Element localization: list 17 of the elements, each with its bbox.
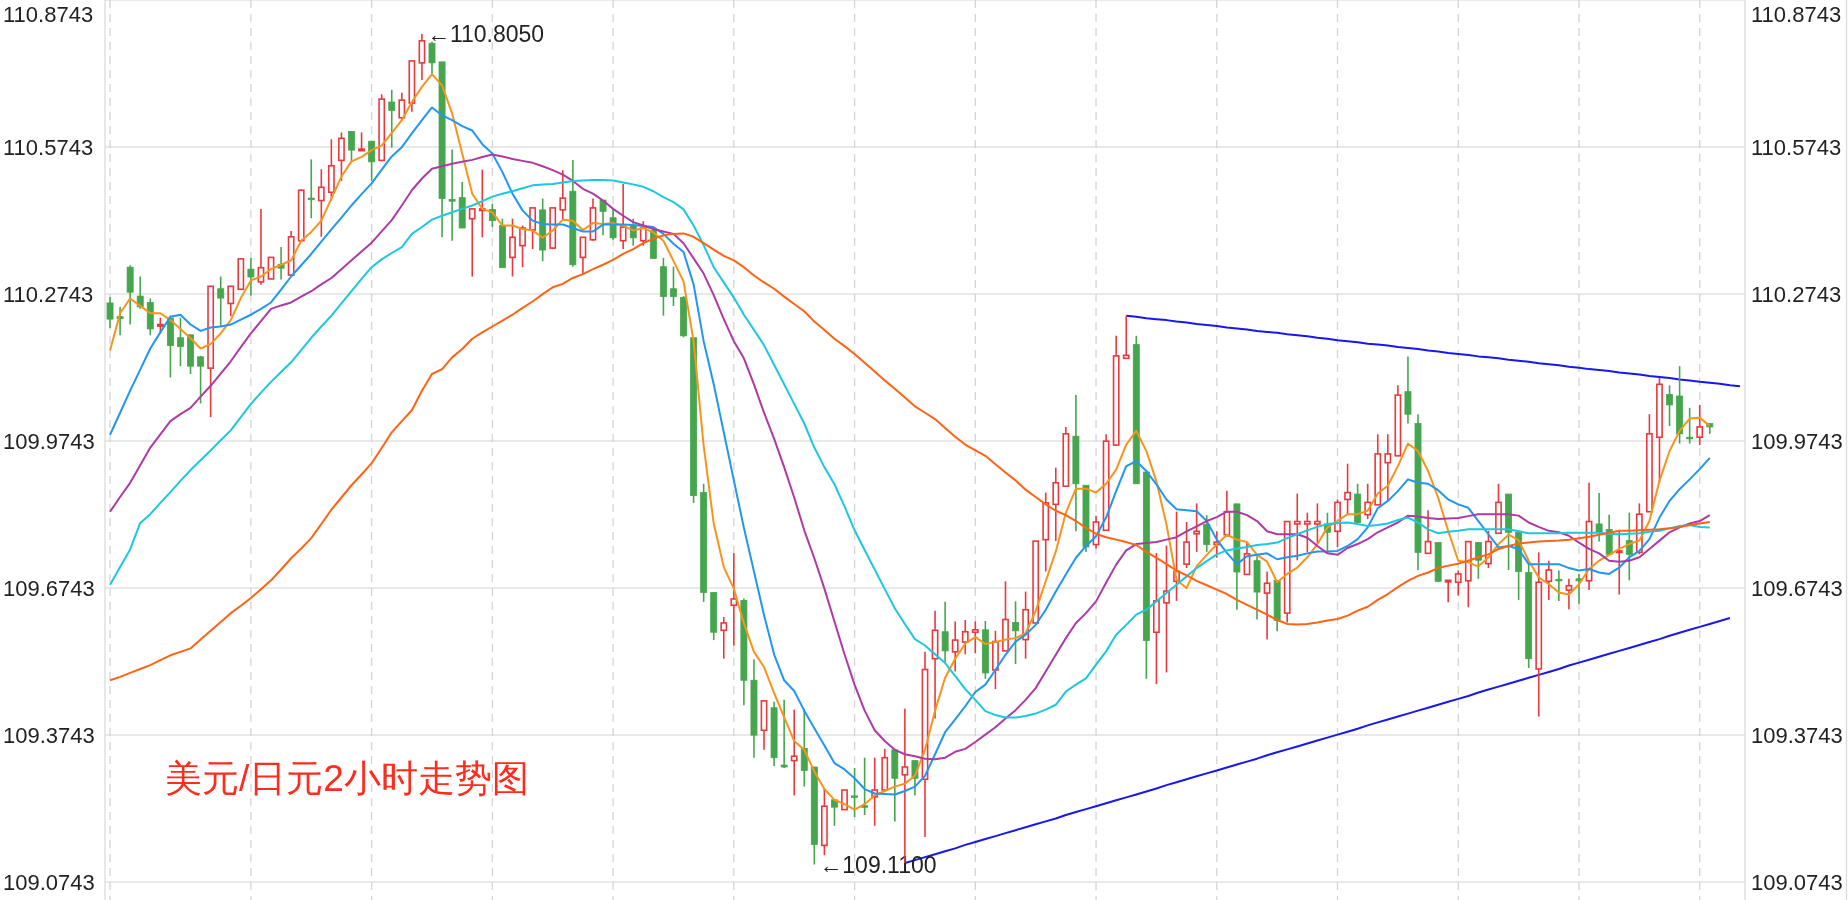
y2-tick-label: 110.8743 xyxy=(1751,1,1842,27)
y-tick-label: 109.6743 xyxy=(3,575,95,601)
y2-tick-label: 109.9743 xyxy=(1751,428,1843,454)
y2-tick-label: 109.6743 xyxy=(1751,575,1843,601)
y-tick-label: 109.0743 xyxy=(3,869,95,895)
y-tick-label: 109.3743 xyxy=(3,722,95,748)
annotation: ←109.1100 xyxy=(819,851,937,878)
y-tick-label: 109.9743 xyxy=(3,428,95,454)
annotation: ←110.8050 xyxy=(426,20,545,47)
y2-tick-label: 109.3743 xyxy=(1751,722,1843,748)
y2-tick-label: 110.5743 xyxy=(1751,134,1842,160)
y2-tick-label: 109.0743 xyxy=(1751,869,1843,895)
y2-tick-label: 110.2743 xyxy=(1751,281,1842,307)
title: 美元/日元2小时走势图 xyxy=(165,757,529,799)
y-tick-label: 110.5743 xyxy=(3,134,94,160)
y-tick-label: 110.2743 xyxy=(3,281,94,307)
y-tick-label: 110.8743 xyxy=(3,1,94,27)
